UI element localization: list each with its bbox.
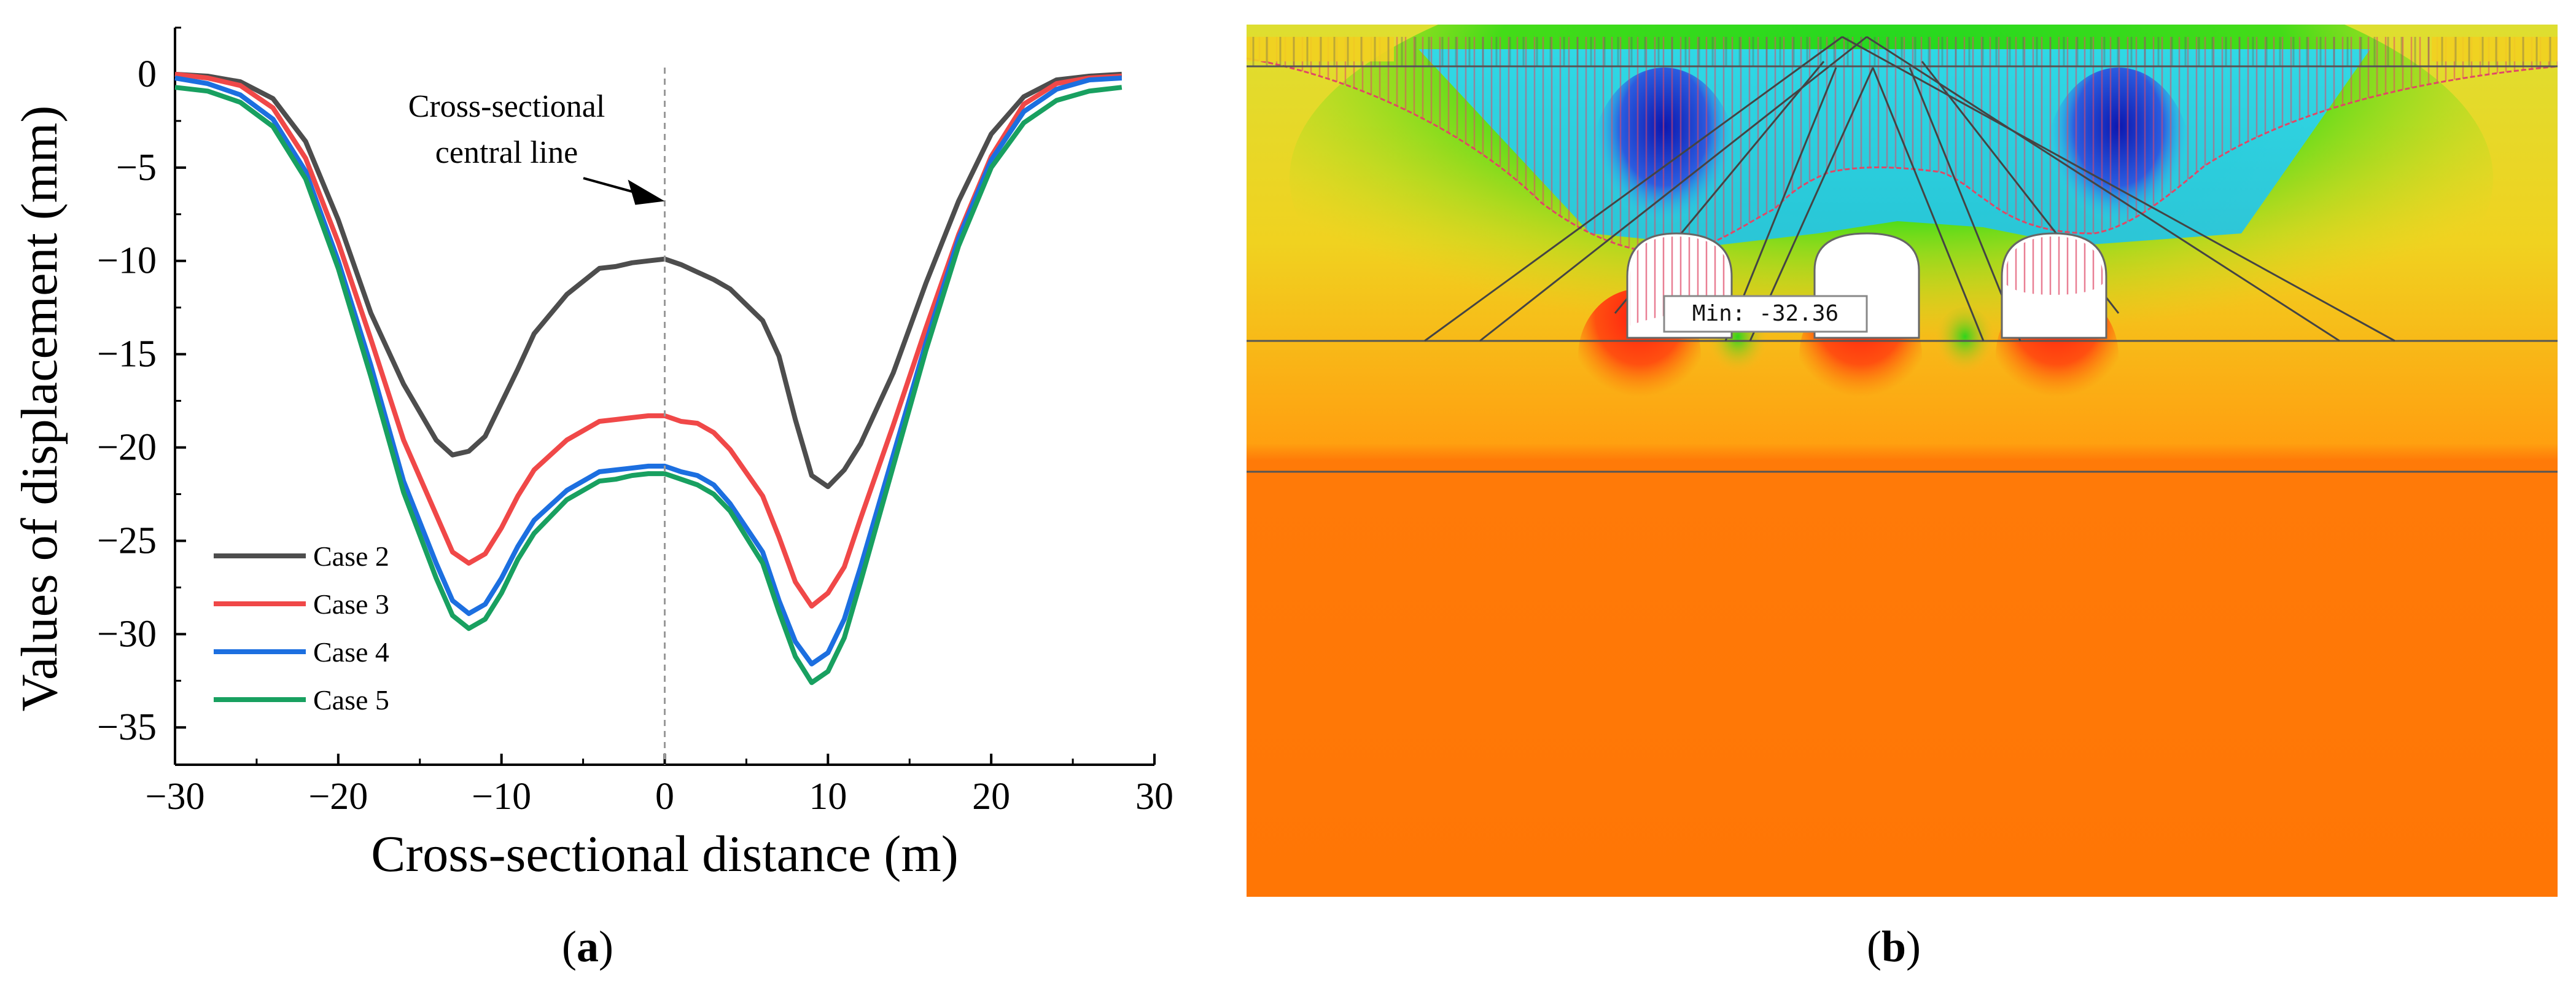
min-label: Min: -32.36	[1692, 301, 1839, 326]
x-tick-label: −10	[472, 776, 531, 818]
annotation-text-line1: Cross-sectional	[408, 89, 605, 124]
legend-entry-2: Case 3	[313, 588, 389, 620]
settlement-trough-outline	[1247, 57, 2558, 254]
annotation-arrow-shaft	[583, 177, 641, 195]
panel-b-contour: Min: -32.36 (b)	[1247, 25, 2567, 971]
series-line-case-2	[174, 71, 1123, 490]
x-tick-label: 10	[809, 776, 847, 818]
y-tick-label: −25	[97, 520, 157, 561]
y-tick-label: −30	[97, 613, 157, 655]
tunnel-right	[2001, 232, 2107, 339]
series-line-case-3	[174, 71, 1123, 609]
green-blob-2	[1934, 307, 1996, 381]
top-hatch-strip	[1247, 37, 2558, 66]
y-tick-label: −5	[116, 147, 157, 189]
x-tick-label: 0	[655, 776, 674, 818]
panel-label-a-letter: a	[576, 922, 599, 971]
settlement-trough-hatch	[1247, 37, 2558, 253]
x-axis-label: Cross-sectional distance (m)	[371, 826, 958, 883]
y-tick-label: −35	[97, 706, 157, 748]
x-tick-label: −20	[308, 776, 368, 818]
y-tick-label: 0	[138, 53, 157, 95]
annotation-text-line2: central line	[435, 135, 578, 170]
displacement-contour-plot: Min: -32.36	[1247, 25, 2558, 897]
x-tick-label: −30	[146, 776, 205, 818]
panel-a-chart: −30 −20 −10 0 10 20 30 0 −5 −10 −15 −20 −25 −30 −35 Cro…	[0, 0, 1228, 992]
chart-legend: Case 2 Case 3 Case 4 Case 5	[214, 541, 389, 716]
y-tick-label: −20	[97, 427, 157, 469]
min-label-box	[1663, 295, 1868, 333]
panel-label-b: (b)	[1867, 922, 1921, 971]
x-tick-label: 30	[1135, 776, 1173, 818]
series-line-case-4	[174, 76, 1123, 666]
y-tick-label: −15	[97, 334, 157, 375]
legend-entry-1: Case 2	[313, 541, 389, 572]
chart-annotation: Cross-sectional central line	[408, 68, 666, 765]
x-tick-label: 20	[972, 776, 1010, 818]
y-tick-label: −10	[97, 240, 157, 282]
legend-entry-3: Case 4	[313, 636, 389, 668]
y-axis-label: Values of displacement (mm)	[11, 106, 68, 712]
panel-label-a: (a)	[562, 922, 613, 971]
displacement-chart: −30 −20 −10 0 10 20 30 0 −5 −10 −15 −20 −25 −30 −35 Cro…	[11, 26, 1173, 883]
series-line-case-5	[174, 85, 1123, 685]
legend-entry-4: Case 5	[313, 684, 389, 716]
panel-label-b-letter: b	[1881, 922, 1907, 971]
chart-series	[174, 71, 1123, 685]
annotation-arrow-head	[628, 179, 665, 205]
chart-axes: −30 −20 −10 0 10 20 30 0 −5 −10 −15 −20 −25 −30 −35 Cro…	[11, 26, 1173, 883]
